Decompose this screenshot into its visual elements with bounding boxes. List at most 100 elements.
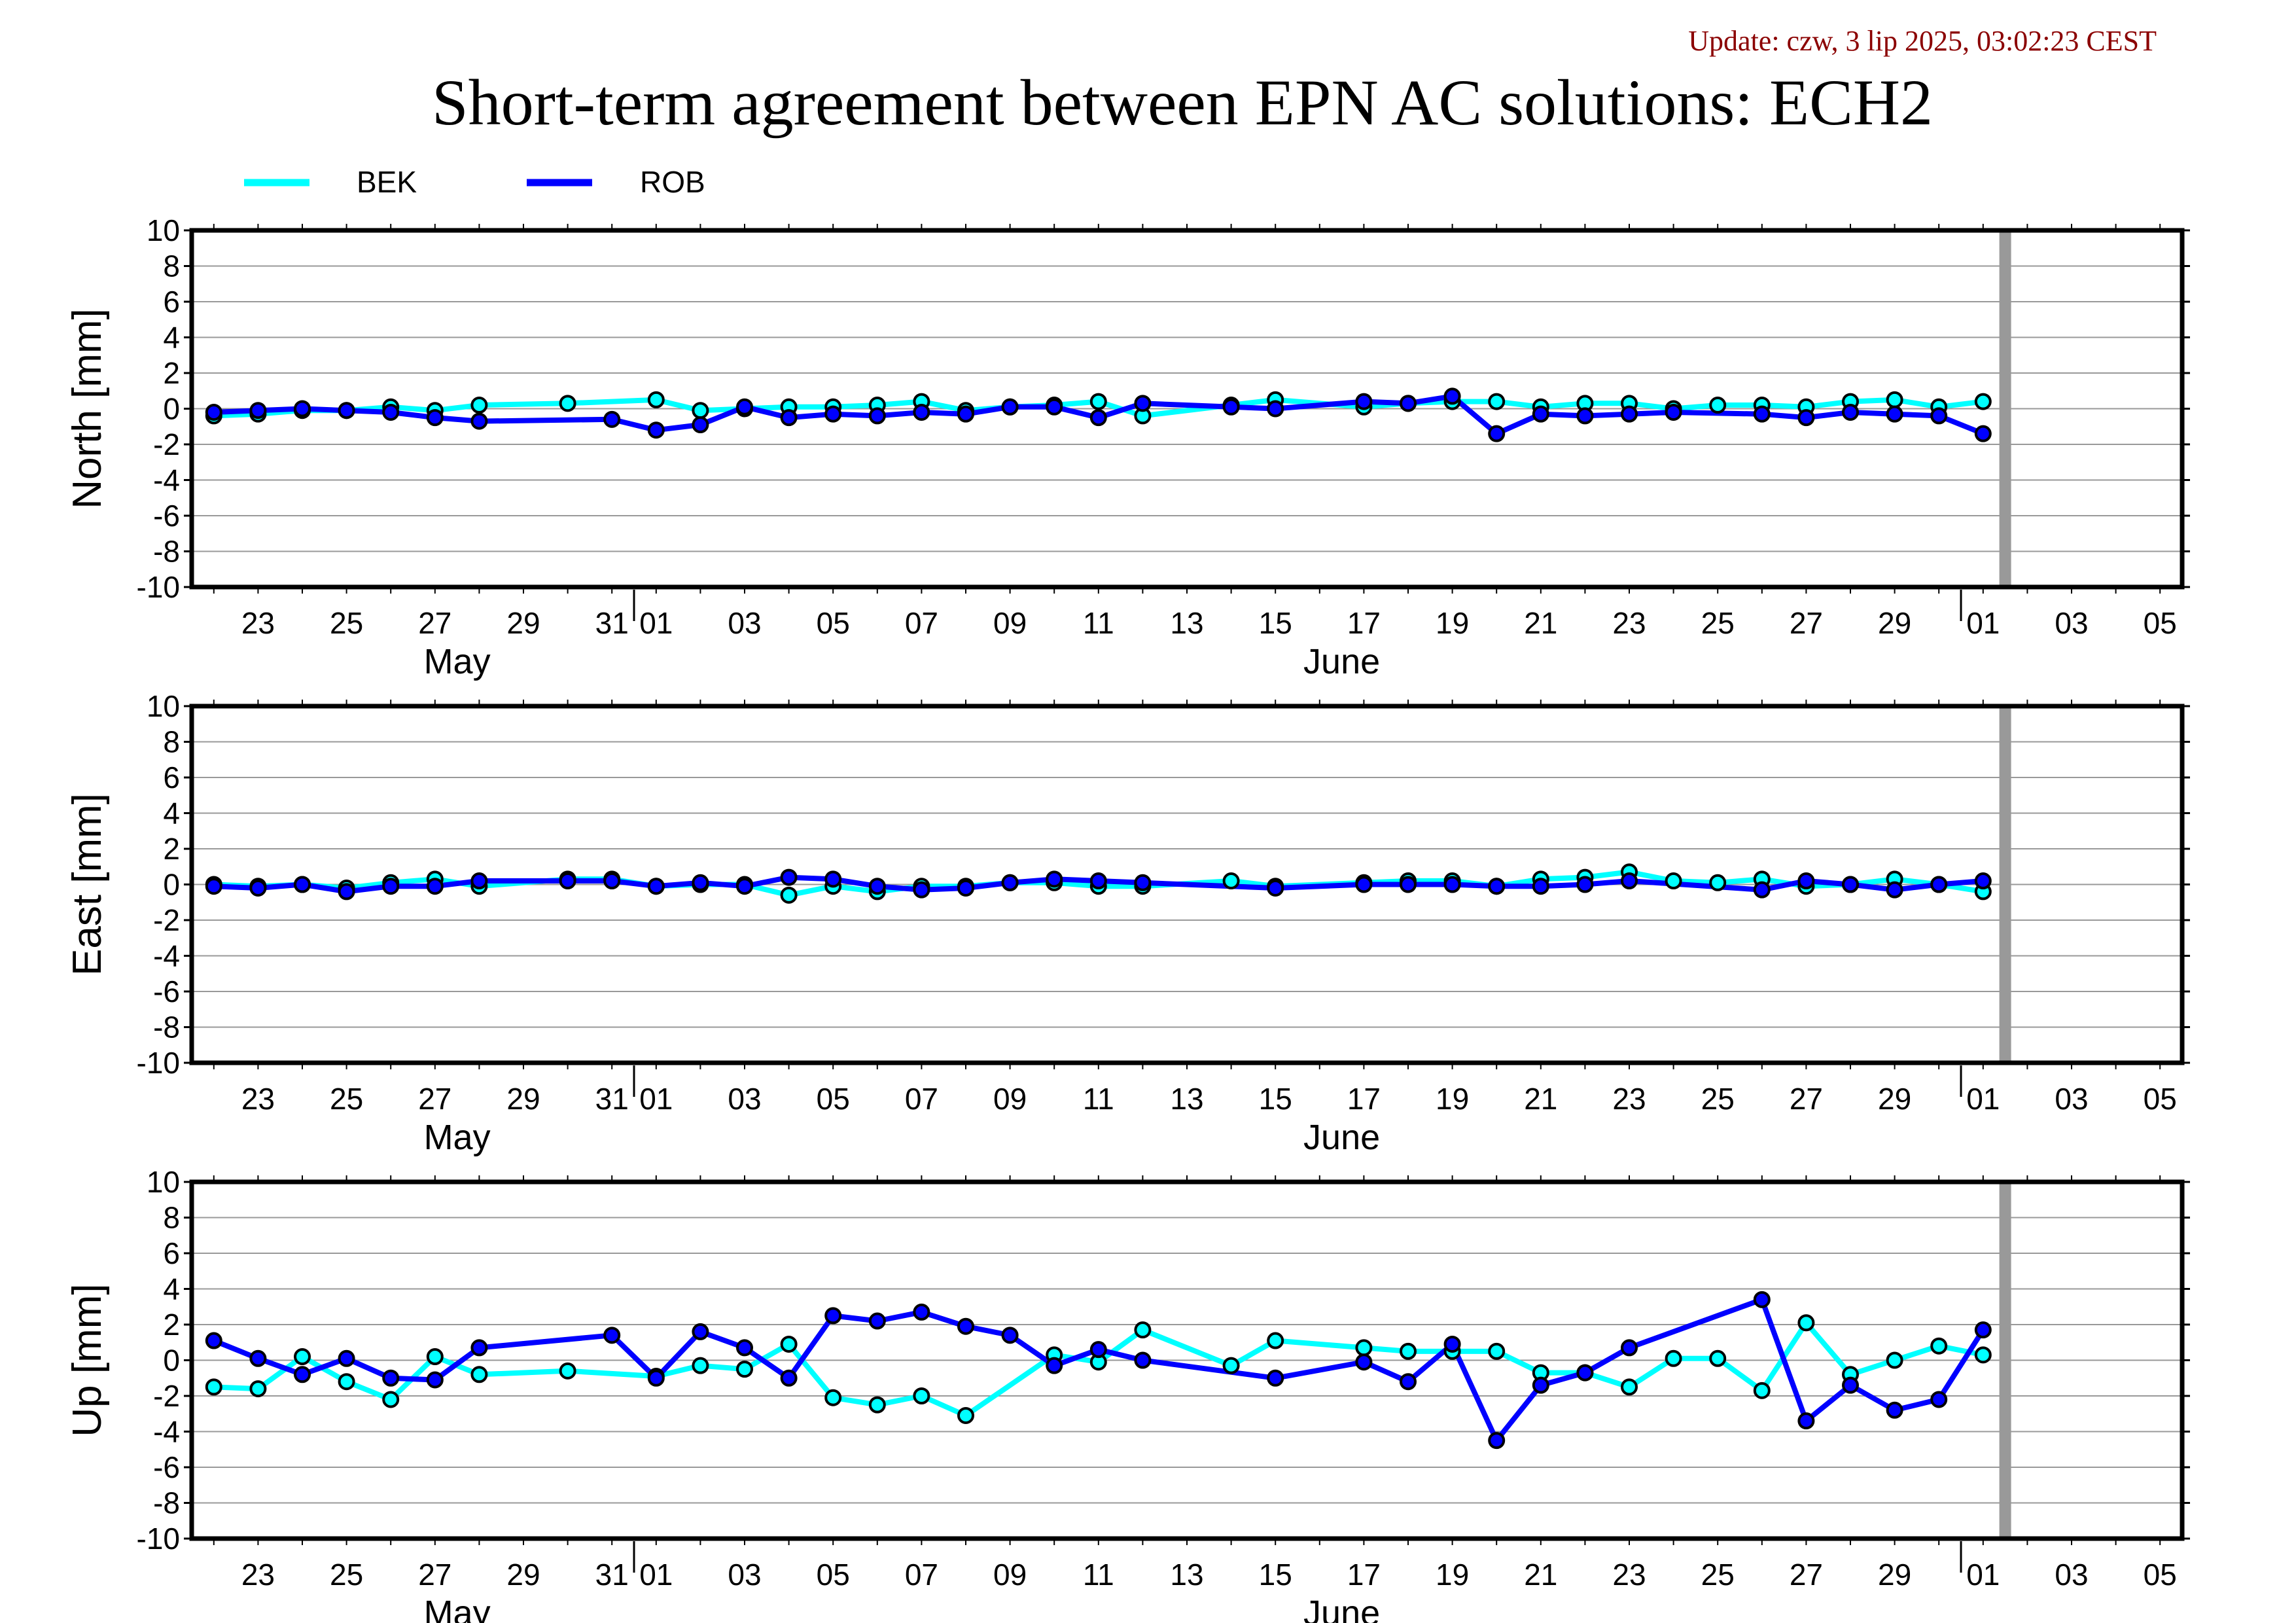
y-tick-label: -2 <box>153 1379 180 1413</box>
data-point-bek <box>470 397 488 414</box>
data-point-rob <box>1621 872 1638 890</box>
x-tick-label: 25 <box>330 1082 363 1116</box>
data-point-rob <box>1267 1369 1284 1387</box>
y-tick-label: 6 <box>163 760 180 794</box>
x-tick-label: 01 <box>1966 1558 2000 1592</box>
data-point-bek <box>338 1373 355 1391</box>
data-point-rob <box>1355 393 1373 410</box>
x-tick-label: 25 <box>330 606 363 640</box>
data-point-rob <box>1621 405 1638 423</box>
y-tick-label: 2 <box>163 1308 180 1342</box>
data-point-bek <box>1709 874 1727 891</box>
data-point-rob <box>736 398 753 416</box>
x-tick-label: 19 <box>1436 606 1469 640</box>
y-tick-label: -4 <box>153 1415 180 1449</box>
x-tick-label: 15 <box>1259 1558 1292 1592</box>
data-point-rob <box>1443 876 1461 893</box>
month-label: May <box>424 1118 491 1157</box>
x-tick-label: 23 <box>241 1082 275 1116</box>
x-tick-label: 27 <box>418 606 451 640</box>
x-tick-label: 17 <box>1347 606 1381 640</box>
plot-frame <box>189 704 2185 1065</box>
x-tick-label: 11 <box>1083 1558 1114 1592</box>
data-point-rob <box>913 881 930 899</box>
current-day-marker <box>1999 1184 2011 1537</box>
data-point-rob <box>1267 400 1284 418</box>
x-tick-label: 03 <box>2055 606 2088 640</box>
data-point-rob <box>1355 1353 1373 1371</box>
y-tick-label: -2 <box>153 427 180 461</box>
y-tick-label: 10 <box>147 213 180 247</box>
data-point-rob <box>1532 1376 1549 1394</box>
data-point-bek <box>1355 1339 1373 1357</box>
x-tick-label: 09 <box>993 606 1027 640</box>
x-tick-label: 27 <box>418 1082 451 1116</box>
data-point-bek <box>957 1406 974 1424</box>
legend-label-rob: ROB <box>640 165 705 199</box>
x-tick-label: 17 <box>1347 1558 1381 1592</box>
x-tick-label: 23 <box>1612 1558 1646 1592</box>
y-tick-label: -6 <box>153 499 180 533</box>
data-point-bek <box>470 1366 488 1383</box>
data-point-rob <box>382 403 400 421</box>
x-tick-label: 25 <box>1701 606 1735 640</box>
data-point-rob <box>205 403 222 421</box>
y-tick-label: -8 <box>153 535 180 569</box>
x-tick-label: 09 <box>993 1558 1027 1592</box>
y-axis-label: North [mm] <box>65 308 110 509</box>
data-point-rob <box>868 878 886 895</box>
x-tick-label: 21 <box>1524 1558 1557 1592</box>
data-point-rob <box>1488 1432 1506 1450</box>
y-tick-label: 0 <box>163 1344 180 1378</box>
legend-label-bek: BEK <box>357 165 417 199</box>
data-point-rob <box>692 874 709 891</box>
plot-frame <box>189 228 2185 590</box>
x-tick-label: 05 <box>817 1558 850 1592</box>
data-point-rob <box>1886 881 1903 899</box>
data-point-bek <box>1488 1342 1506 1360</box>
data-point-rob <box>780 1369 798 1387</box>
y-tick-label: -4 <box>153 463 180 497</box>
x-tick-label: 27 <box>1790 606 1823 640</box>
data-point-rob <box>913 403 930 421</box>
x-tick-label: 21 <box>1524 1082 1557 1116</box>
data-point-rob <box>470 872 488 890</box>
data-point-bek <box>1797 1314 1815 1332</box>
data-point-rob <box>1488 425 1506 442</box>
data-point-rob <box>957 405 974 423</box>
y-tick-label: -8 <box>153 1010 180 1044</box>
data-point-rob <box>1974 872 1992 890</box>
y-tick-label: 4 <box>163 321 180 355</box>
data-point-bek <box>692 1357 709 1374</box>
x-tick-label: 05 <box>817 606 850 640</box>
data-point-rob <box>957 879 974 897</box>
data-point-bek <box>1709 1349 1727 1367</box>
data-point-bek <box>1886 391 1903 408</box>
data-point-bek <box>647 391 665 408</box>
month-label: June <box>1303 642 1380 681</box>
x-tick-label: 01 <box>639 1082 673 1116</box>
x-tick-label: 15 <box>1259 1082 1292 1116</box>
data-point-bek <box>559 395 576 412</box>
x-tick-label: 05 <box>2144 1082 2177 1116</box>
data-point-rob <box>1001 398 1019 416</box>
x-tick-label: 03 <box>728 606 761 640</box>
data-point-rob <box>1930 407 1948 425</box>
data-point-bek <box>780 886 798 904</box>
data-point-rob <box>868 1312 886 1330</box>
data-point-rob <box>647 421 665 439</box>
data-point-bek <box>868 1396 886 1414</box>
data-point-rob <box>470 1339 488 1357</box>
data-point-rob <box>1001 1327 1019 1344</box>
data-point-rob <box>294 1366 311 1383</box>
data-point-rob <box>780 868 798 886</box>
x-tick-label: 23 <box>241 1558 275 1592</box>
x-tick-label: 27 <box>418 1558 451 1592</box>
data-point-rob <box>824 405 842 423</box>
data-point-bek <box>780 1335 798 1353</box>
data-point-rob <box>1842 876 1859 893</box>
data-point-rob <box>249 402 267 419</box>
data-point-rob <box>1842 403 1859 421</box>
x-tick-label: 25 <box>330 1558 363 1592</box>
